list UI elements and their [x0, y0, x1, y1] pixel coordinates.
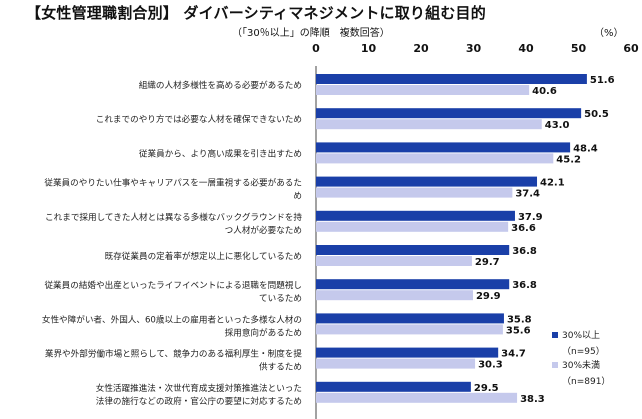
- bar-value-label: 43.0: [545, 120, 570, 131]
- category-label: 従業員のやりたい仕事やキャリアパスを一層重視する必要があるため: [44, 177, 302, 202]
- bar-value-label: 29.7: [475, 257, 500, 268]
- bar-low: [316, 392, 518, 403]
- bar-low: [316, 153, 554, 164]
- bar-high: [316, 381, 471, 392]
- bar-value-label: 29.9: [476, 291, 501, 302]
- x-tick-label: 0: [312, 42, 320, 55]
- bar-low: [316, 324, 503, 335]
- bar-value-label: 37.9: [518, 212, 543, 223]
- category-label: 女性活躍推進法・次世代育成支援対策推進法といった法律の施行などの政府・官公庁の要…: [96, 382, 302, 407]
- legend-label: 30%以上: [562, 330, 600, 341]
- bar-value-label: 36.8: [512, 280, 537, 291]
- legend-swatch: [552, 362, 558, 368]
- x-tick-label: 30: [466, 42, 482, 55]
- bar-high: [316, 210, 515, 221]
- legend-label: 30%未満: [562, 359, 600, 371]
- category-label: 女性や障がい者、外国人、60歳以上の雇用者といった多様な人材の採用意向があるため: [42, 313, 302, 338]
- category-label: 組織の人材多様性を高める必要があるため: [139, 79, 302, 91]
- bar-value-label: 38.3: [520, 394, 545, 405]
- unit-label: （%）: [594, 28, 624, 39]
- category-labels: 組織の人材多様性を高める必要があるためこれまでのやり方では必要な人材を確保できな…: [42, 79, 303, 407]
- category-label: これまでのやり方では必要な人材を確保できないため: [96, 113, 302, 125]
- bar-value-label: 45.2: [556, 154, 581, 165]
- x-axis-ticks: 0 10 20 30 40 50 60: [312, 42, 639, 55]
- bar-high: [316, 108, 582, 119]
- chart-subtitle: （「30％以上」の降順 複数回答）: [232, 28, 390, 39]
- category-label: 従業員の結婚や出産といったライフイベントによる退職を問題視しているため: [44, 279, 302, 304]
- x-tick-label: 20: [413, 42, 429, 55]
- bar-value-label: 50.5: [584, 109, 609, 120]
- bar-low: [316, 290, 473, 301]
- bar-value-label: 35.6: [506, 325, 531, 336]
- bar-low: [316, 256, 472, 266]
- x-tick-label: 40: [518, 42, 534, 55]
- bar-value-label: 30.3: [478, 360, 503, 371]
- bar-value-label: 36.8: [512, 246, 537, 257]
- bar-value-label: 36.6: [511, 223, 536, 234]
- bar-value-label: 29.5: [474, 383, 499, 394]
- x-tick-label: 60: [623, 42, 639, 55]
- x-tick-label: 10: [361, 42, 377, 55]
- bar-high: [316, 74, 587, 84]
- category-label: 既存従業員の定着率が想定以上に悪化しているため: [105, 250, 302, 262]
- bar-high: [316, 176, 538, 187]
- bar-high: [316, 347, 499, 358]
- legend-n: （n=891）: [562, 376, 610, 387]
- bar-value-label: 42.1: [540, 178, 565, 189]
- bar-low: [316, 221, 509, 232]
- bar-high: [316, 313, 504, 324]
- bar-value-label: 51.6: [590, 75, 615, 86]
- bar-high: [316, 142, 571, 153]
- bar-value-label: 48.4: [573, 143, 598, 154]
- chart-title: 【女性管理職割合別】 ダイバーシティマネジメントに取り組む目的: [26, 4, 486, 22]
- category-label: 業界や外部労働市場と照らして、競争力のある福利厚生・制度を提供するため: [45, 348, 303, 373]
- bar-value-label: 37.4: [515, 189, 540, 200]
- legend-swatch: [552, 332, 558, 338]
- legend-n: （n=95）: [562, 346, 605, 357]
- bar-low: [316, 358, 476, 369]
- bar-value-label: 34.7: [501, 349, 526, 360]
- bar-high: [316, 279, 510, 290]
- x-tick-label: 50: [571, 42, 587, 55]
- category-label: これまで採用してきた人材とは異なる多様なバックグラウンドを持つ人材が必要なため: [45, 211, 302, 236]
- bar-low: [316, 187, 513, 198]
- plot-area: 51.6 40.6 50.5 43.0 48.445.2 42.137.4 37.936.6…: [315, 66, 615, 419]
- bar-value-label: 35.8: [507, 314, 532, 325]
- legend: 30%以上 （n=95） 30%未満 （n=891）: [552, 330, 610, 387]
- category-label: 従業員から、より高い成果を引き出すため: [139, 147, 302, 159]
- bar-high: [316, 245, 510, 255]
- bar-low: [316, 85, 530, 95]
- bar-low: [316, 119, 542, 130]
- bar-value-label: 40.6: [532, 86, 557, 97]
